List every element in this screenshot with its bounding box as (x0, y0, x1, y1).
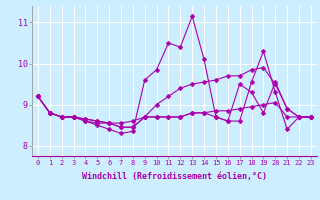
X-axis label: Windchill (Refroidissement éolien,°C): Windchill (Refroidissement éolien,°C) (82, 172, 267, 181)
